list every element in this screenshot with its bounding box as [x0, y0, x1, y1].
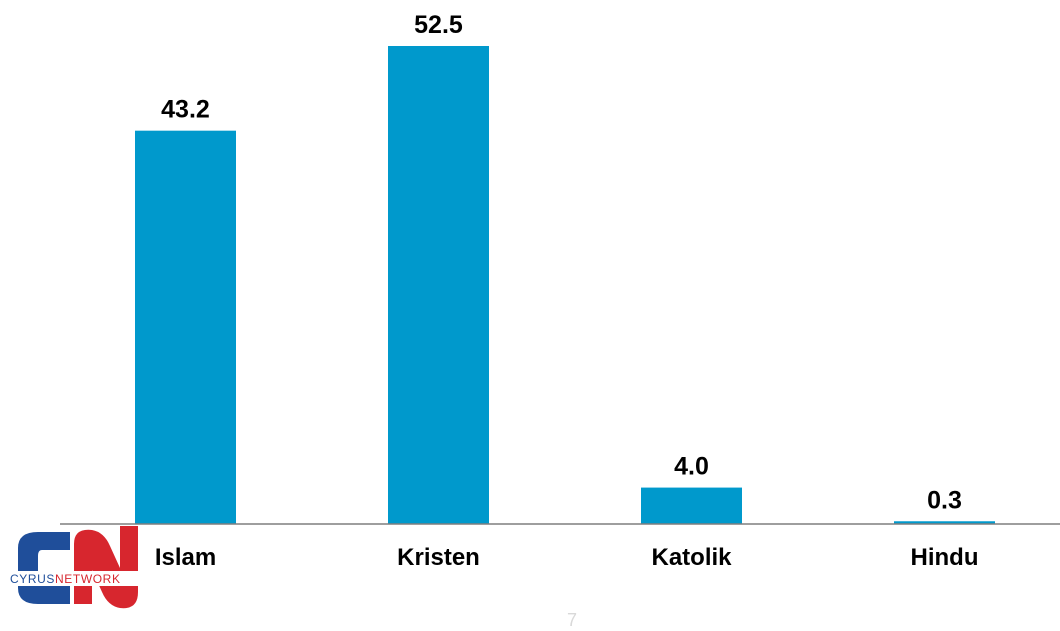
- logo-text-band: [8, 571, 143, 586]
- value-label-kristen: 52.5: [414, 11, 463, 39]
- value-label-hindu: 0.3: [927, 486, 962, 514]
- bar-katolik: [641, 487, 742, 524]
- logo-c-shape: [18, 532, 70, 604]
- bar-islam: [135, 130, 236, 524]
- value-label-katolik: 4.0: [674, 453, 709, 481]
- category-label-hindu: Hindu: [911, 544, 979, 571]
- logo-text: CYRUSNETWORK: [10, 572, 121, 586]
- labels-layer: 43.2 Islam 52.5 Kristen 4.0 Katolik 0.3 Hindu: [155, 11, 979, 571]
- page-number: 7: [567, 610, 578, 630]
- logo-text-network: NETWORK: [55, 572, 121, 586]
- category-label-katolik: Katolik: [651, 544, 732, 571]
- bars-layer: [135, 46, 995, 524]
- bar-hindu: [894, 521, 995, 524]
- logo-n-shape: [74, 526, 138, 609]
- cyrus-network-logo: CYRUSNETWORK: [8, 526, 143, 609]
- value-label-islam: 43.2: [161, 96, 210, 124]
- category-label-kristen: Kristen: [397, 544, 480, 571]
- logo-text-cyrus: CYRUS: [10, 572, 55, 586]
- category-label-islam: Islam: [155, 544, 216, 571]
- bar-kristen: [388, 46, 489, 524]
